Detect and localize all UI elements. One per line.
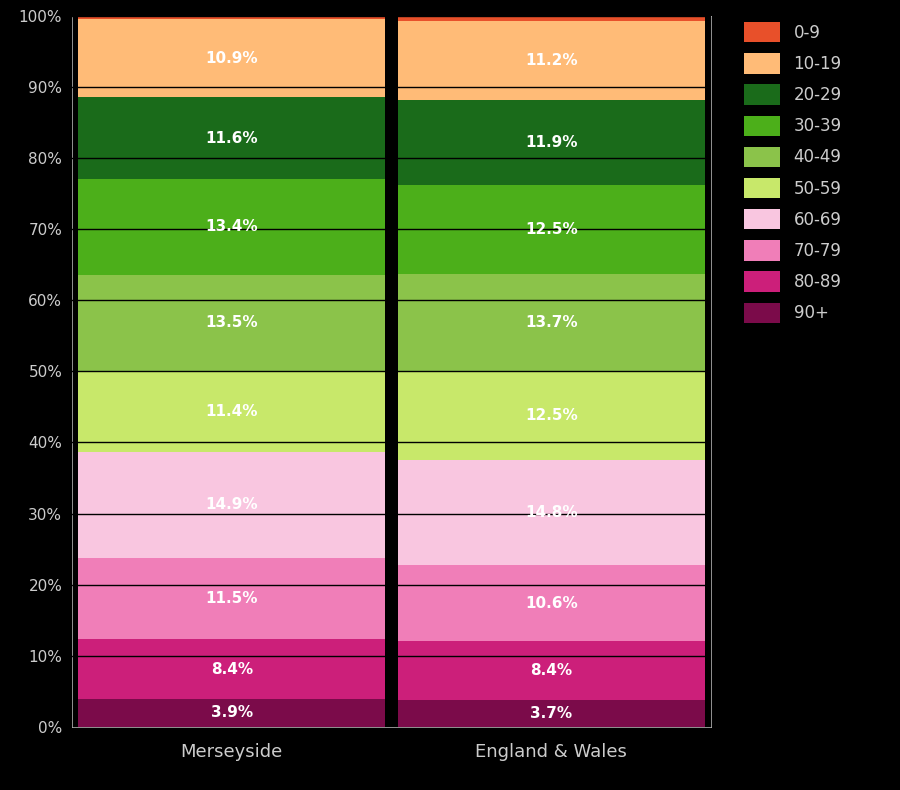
Text: 3.9%: 3.9% bbox=[211, 705, 253, 720]
Bar bbox=[78, 639, 385, 699]
Bar bbox=[398, 0, 705, 21]
Bar bbox=[78, 558, 385, 639]
Text: 13.5%: 13.5% bbox=[205, 315, 258, 330]
Bar bbox=[78, 97, 385, 179]
Bar bbox=[398, 371, 705, 460]
Bar bbox=[398, 100, 705, 185]
Legend: 0-9, 10-19, 20-29, 30-39, 40-49, 50-59, 60-69, 70-79, 80-89, 90+: 0-9, 10-19, 20-29, 30-39, 40-49, 50-59, … bbox=[739, 17, 847, 328]
Text: 8.4%: 8.4% bbox=[530, 663, 572, 678]
Text: 3.7%: 3.7% bbox=[530, 706, 572, 721]
Bar bbox=[398, 641, 705, 701]
Bar bbox=[78, 371, 385, 452]
Text: 11.9%: 11.9% bbox=[525, 135, 578, 150]
Text: 10.9%: 10.9% bbox=[205, 51, 258, 66]
Bar bbox=[78, 452, 385, 558]
Text: 11.5%: 11.5% bbox=[205, 591, 258, 606]
Bar bbox=[398, 274, 705, 371]
Text: 14.9%: 14.9% bbox=[205, 497, 258, 512]
Bar bbox=[78, 19, 385, 97]
Bar bbox=[398, 21, 705, 100]
Bar bbox=[78, 275, 385, 371]
Text: 13.4%: 13.4% bbox=[205, 220, 258, 235]
Text: 11.4%: 11.4% bbox=[205, 404, 258, 419]
Bar bbox=[398, 185, 705, 274]
Text: 14.8%: 14.8% bbox=[525, 506, 578, 521]
Bar bbox=[398, 566, 705, 641]
Text: 8.4%: 8.4% bbox=[211, 662, 253, 677]
Text: 10.6%: 10.6% bbox=[525, 596, 578, 611]
Text: 11.6%: 11.6% bbox=[205, 130, 258, 145]
Bar bbox=[78, 0, 385, 19]
Text: 11.2%: 11.2% bbox=[525, 53, 578, 68]
Text: 12.5%: 12.5% bbox=[525, 222, 578, 237]
Bar bbox=[78, 179, 385, 275]
Text: 12.5%: 12.5% bbox=[525, 408, 578, 423]
Text: 13.7%: 13.7% bbox=[525, 315, 578, 330]
Bar bbox=[398, 701, 705, 727]
Bar bbox=[78, 699, 385, 727]
Bar bbox=[398, 460, 705, 566]
